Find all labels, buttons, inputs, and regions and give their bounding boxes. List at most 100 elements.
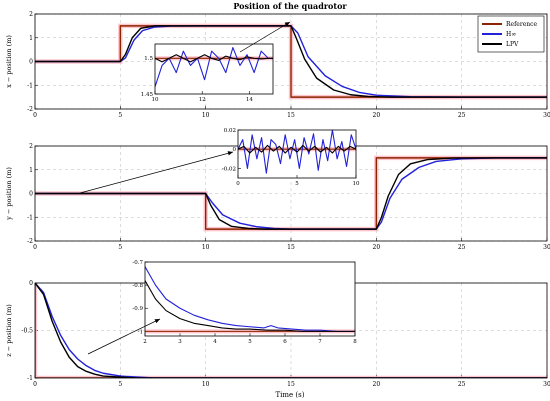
subplot-3-inset-ytick-label--0.7: -0.7 xyxy=(132,260,143,266)
subplot-3-ytick-label--1: -1 xyxy=(27,375,33,382)
subplot-3-inset-ytick-label--0.8: -0.8 xyxy=(132,283,143,289)
subplot-3-inset-frame xyxy=(144,261,356,337)
subplot-3-xtick-label-20: 20 xyxy=(373,381,381,388)
subplot-3-inset-ytick-label--1: -1 xyxy=(138,329,143,335)
subplot-3-inset-plot-area xyxy=(145,262,355,336)
subplot-3-inset-hinf-line xyxy=(145,266,355,332)
subplot-2-xtick-label-30: 30 xyxy=(543,244,550,251)
subplot-1-lpv-line xyxy=(35,25,547,98)
subplot-1-ytick-label-1: 1 xyxy=(29,35,33,42)
subplot-1-xtick-label-15: 15 xyxy=(287,112,295,119)
subplot-3-xtick-label-25: 25 xyxy=(458,381,466,388)
subplot-3-inset-xtick-label-4: 4 xyxy=(213,339,217,345)
subplot-2-inset-ytick-label-0.02: 0.02 xyxy=(224,128,236,134)
subplot-2-xtick-label-10: 10 xyxy=(202,244,210,251)
subplot-1-inset-ytick-label-1.45: 1.45 xyxy=(141,92,154,98)
subplot-2-lpv-line xyxy=(35,157,547,230)
subplot-2-inset: 0 5 10 -0.02 0 0.02 xyxy=(222,128,360,187)
subplot-2-inset-ytick-label--0.02: -0.02 xyxy=(222,166,236,172)
zoom-arrow-3 xyxy=(87,318,161,355)
subplot-3-lpv-line xyxy=(35,283,547,378)
subplot-2-inset-hinf-line xyxy=(238,130,356,174)
subplot-2-ytick-label-2: 2 xyxy=(29,143,33,150)
subplot-3-xtick-label-5: 5 xyxy=(118,381,122,388)
legend-label-1: H∞ xyxy=(506,31,516,38)
subplot-3-series-group xyxy=(35,283,547,378)
subplot-3-inset-xtick-label-2: 2 xyxy=(143,339,147,345)
x-axis-title: Time (s) xyxy=(276,391,305,399)
subplot-1-inset-xtick-label-14: 14 xyxy=(246,97,253,103)
subplot-3-xtick-label-30: 30 xyxy=(543,381,550,388)
subplot-1-xtick-label-25: 25 xyxy=(458,112,466,119)
subplot-1-inset-ytick-label-1.5: 1.5 xyxy=(144,56,153,62)
subplot-2-inset-ytick-label-0: 0 xyxy=(233,147,237,153)
zoom-arrowhead-3 xyxy=(154,319,160,324)
subplot-3-xtick-label-15: 15 xyxy=(287,381,295,388)
subplot-1-inset-frame xyxy=(154,43,274,95)
subplot-2-inset-xtick-label-10: 10 xyxy=(353,181,360,187)
subplot-1-ytick-label--1: -1 xyxy=(27,82,33,89)
subplot-3-inset-xtick-label-7: 7 xyxy=(318,339,322,345)
legend-label-2: LPV xyxy=(506,41,519,48)
subplot-1-xtick-label-5: 5 xyxy=(118,112,122,119)
subplot-1-frame xyxy=(34,13,548,110)
subplot-3-xtick-label-10: 10 xyxy=(202,381,210,388)
subplot-1-xtick-label-10: 10 xyxy=(202,112,210,119)
subplot-1-inset-lpv-line xyxy=(155,54,273,63)
subplot-3-hinf-line xyxy=(35,283,547,378)
zoom-arrowhead-1 xyxy=(284,22,290,27)
legend: Reference H∞ LPV xyxy=(477,15,545,53)
subplot-2-xtick-label-15: 15 xyxy=(287,244,295,251)
subplot-1-inset-xtick-label-12: 12 xyxy=(199,97,206,103)
subplot-3-inset-xtick-label-5: 5 xyxy=(248,339,252,345)
subplot-3-ylabel: z − position (m) xyxy=(5,304,13,357)
subplot-1-ylabel: x − position (m) xyxy=(5,35,13,88)
subplot-2-xtick-label-0: 0 xyxy=(33,244,37,251)
subplot-2-xtick-label-20: 20 xyxy=(373,244,381,251)
subplot-3-inset-xtick-label-8: 8 xyxy=(353,339,357,345)
subplot-1-ytick-label-2: 2 xyxy=(29,11,33,18)
subplot-3-ytick-label--0.5: -0.5 xyxy=(21,328,33,335)
subplot-1-ytick-label--2: -2 xyxy=(27,106,33,113)
subplot-1-inset: 10 12 14 1.45 1.5 xyxy=(141,43,274,103)
subplot-2-xtick-label-5: 5 xyxy=(118,244,122,251)
zoom-arrowhead-2 xyxy=(227,151,233,156)
zoom-arrow-1 xyxy=(239,21,291,53)
subplot-1-inset-series-group xyxy=(155,47,273,88)
zoom-arrow-2 xyxy=(79,151,234,194)
subplot-3-inset-ytick-label--0.9: -0.9 xyxy=(132,306,143,312)
subplot-2-inset-series-group xyxy=(238,130,356,174)
subplot-2-inset-xtick-label-5: 5 xyxy=(295,181,299,187)
figure-title: Position of the quadrotor xyxy=(233,1,347,11)
legend-label-0: Reference xyxy=(506,21,537,28)
subplot-1-ytick-label-0: 0 xyxy=(29,59,33,66)
subplot-2: 0 5 10 15 20 25 30 -2 -1 0 1 2 y − position (m) 0 5 10 -… xyxy=(5,128,550,251)
subplot-1-xtick-label-20: 20 xyxy=(373,112,381,119)
subplot-3-xtick-label-0: 0 xyxy=(33,381,37,388)
subplot-3-inset: 2 3 4 5 6 7 8 -1 -0.9 -0.8 -0.7 xyxy=(132,260,357,345)
subplot-2-inset-frame xyxy=(237,129,357,179)
subplot-2-ytick-label-0: 0 xyxy=(29,191,33,198)
subplot-2-ylabel: y − position (m) xyxy=(5,167,13,221)
subplot-2-xtick-label-25: 25 xyxy=(458,244,466,251)
subplot-3-ytick-label-0: 0 xyxy=(29,280,33,287)
subplot-1-inset-hinf-line xyxy=(155,47,273,88)
subplot-3-inset-xtick-label-6: 6 xyxy=(283,339,287,345)
subplot-2-ytick-label--2: -2 xyxy=(27,238,33,245)
subplot-1-xtick-label-0: 0 xyxy=(33,112,37,119)
subplot-3-inset-xtick-label-3: 3 xyxy=(178,339,182,345)
subplot-3-inset-lpv-line xyxy=(145,280,355,332)
subplot-2-ytick-label--1: -1 xyxy=(27,214,33,221)
subplot-2-ytick-label-1: 1 xyxy=(29,167,33,174)
subplot-2-inset-xtick-label-0: 0 xyxy=(236,181,240,187)
subplot-2-series-group xyxy=(35,155,547,232)
subplot-1-xtick-label-30: 30 xyxy=(543,112,550,119)
subplot-1-series-group xyxy=(35,23,547,100)
subplot-1-inset-xtick-label-10: 10 xyxy=(152,97,159,103)
subplot-3-inset-series-group xyxy=(145,266,355,334)
subplot-2-inset-lpv-line xyxy=(238,144,356,154)
subplot-3: 0 5 10 15 20 25 30 -1 -0.5 0 z − position (m) 2 3 4 5 6… xyxy=(5,260,550,388)
